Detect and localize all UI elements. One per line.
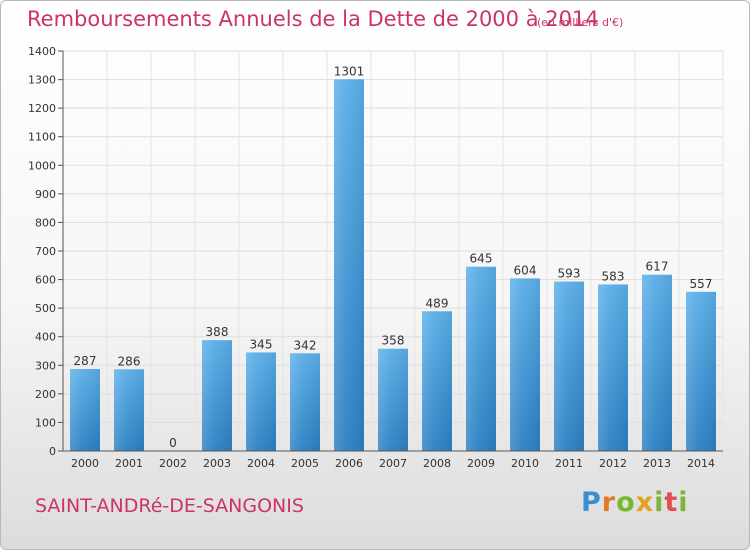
y-tick-label: 500 — [35, 302, 56, 315]
value-label-2005: 342 — [294, 338, 317, 352]
x-tick-label-2002: 2002 — [159, 457, 187, 470]
proxiti-logo: Proxiti — [581, 487, 689, 518]
value-label-2013: 617 — [646, 260, 669, 274]
x-tick-label-2000: 2000 — [71, 457, 99, 470]
value-label-2004: 345 — [250, 337, 273, 351]
x-tick-label-2008: 2008 — [423, 457, 451, 470]
value-label-2007: 358 — [382, 334, 405, 348]
y-tick-label: 0 — [49, 445, 56, 458]
y-tick-label: 800 — [35, 216, 56, 229]
y-tick-label: 1300 — [28, 74, 56, 87]
y-tick-label: 1200 — [28, 102, 56, 115]
value-label-2006: 1301 — [334, 64, 365, 78]
labels-layer: 287 286 0 388 345 342 1301 358 489 645 604 593 583 61… — [74, 64, 713, 450]
y-tick-label: 900 — [35, 188, 56, 201]
bar-shine-2003 — [202, 340, 232, 451]
bar-shine-2012 — [598, 284, 628, 451]
value-label-2000: 287 — [74, 354, 97, 368]
x-tick-label-2014: 2014 — [687, 457, 715, 470]
x-tick-label-2012: 2012 — [599, 457, 627, 470]
bar-shine-2004 — [246, 352, 276, 451]
bar-shine-2001 — [114, 369, 144, 451]
bar-shine-2006 — [334, 79, 364, 452]
bar-shine-2008 — [422, 311, 452, 451]
commune-name: SAINT-ANDRé-DE-SANGONIS — [35, 495, 304, 517]
bar-shine-2014 — [686, 291, 716, 451]
y-tick-label: 400 — [35, 331, 56, 344]
y-tick-label: 600 — [35, 274, 56, 287]
x-tick-label-2001: 2001 — [115, 457, 143, 470]
bars-layer — [70, 79, 716, 452]
bar-shine-2000 — [70, 369, 100, 451]
value-label-2012: 583 — [602, 269, 625, 283]
value-label-2002: 0 — [169, 436, 177, 450]
x-tick-label-2007: 2007 — [379, 457, 407, 470]
y-tick-label: 1000 — [28, 159, 56, 172]
y-tick-label: 1400 — [28, 45, 56, 58]
axis-layer: 0 100 200 300 400 500 600 700 800 900 1000 1100 1200… — [28, 45, 723, 470]
value-label-2001: 286 — [118, 354, 141, 368]
y-tick-label: 700 — [35, 245, 56, 258]
x-tick-label-2009: 2009 — [467, 457, 495, 470]
value-label-2009: 645 — [470, 252, 493, 266]
bar-shine-2007 — [378, 348, 408, 451]
value-label-2014: 557 — [690, 277, 713, 291]
chart-subtitle: (en milliers d'€) — [537, 16, 624, 29]
bar-shine-2009 — [466, 266, 496, 451]
value-label-2003: 388 — [206, 325, 229, 339]
y-tick-label: 100 — [35, 416, 56, 429]
x-tick-label-2010: 2010 — [511, 457, 539, 470]
value-label-2011: 593 — [558, 267, 581, 281]
chart-title: Remboursements Annuels de la Dette de 20… — [27, 7, 599, 31]
bar-shine-2010 — [510, 278, 540, 451]
y-tick-label: 1100 — [28, 131, 56, 144]
y-tick-label: 200 — [35, 388, 56, 401]
x-tick-label-2005: 2005 — [291, 457, 319, 470]
y-tick-label: 300 — [35, 359, 56, 372]
value-label-2008: 489 — [426, 296, 449, 310]
x-tick-label-2013: 2013 — [643, 457, 671, 470]
bar-shine-2011 — [554, 281, 584, 451]
x-tick-label-2011: 2011 — [555, 457, 583, 470]
bar-shine-2005 — [290, 353, 320, 451]
x-tick-label-2006: 2006 — [335, 457, 363, 470]
x-tick-label-2003: 2003 — [203, 457, 231, 470]
x-tick-label-2004: 2004 — [247, 457, 275, 470]
bar-shine-2013 — [642, 274, 672, 451]
value-label-2010: 604 — [514, 263, 537, 277]
